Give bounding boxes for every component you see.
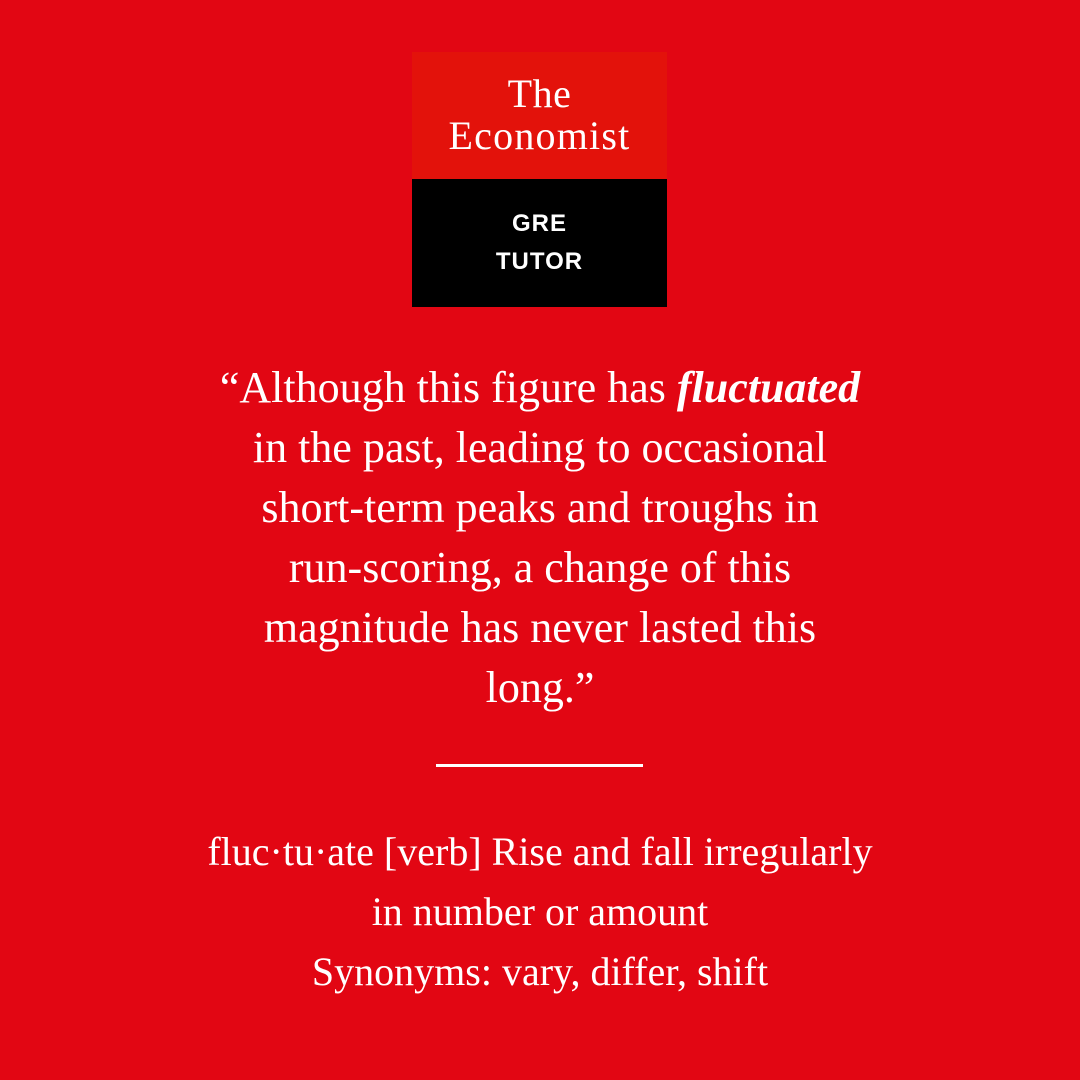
quote-line-2: in the past, leading to occasional bbox=[252, 423, 828, 472]
divider bbox=[436, 764, 643, 767]
definition-text: fluc·tu·ate [verb] Rise and fall irregul… bbox=[90, 822, 990, 1002]
logo-subtitle-block: GRE TUTOR bbox=[412, 179, 667, 307]
quote-line-4: run-scoring, a change of this bbox=[288, 543, 792, 592]
synonyms-line: Synonyms: vary, differ, shift bbox=[311, 949, 769, 994]
definition-line-1: fluc·tu·ate [verb] Rise and fall irregul… bbox=[207, 829, 873, 874]
quote-line-1: “Although this figure has fluctuated bbox=[90, 358, 990, 418]
logo-name-line-1: The bbox=[507, 71, 572, 116]
logo-subtitle-line-2: TUTOR bbox=[495, 248, 584, 275]
logo-masthead: The Economist bbox=[412, 52, 667, 179]
quote-text: “Although this figure has fluctuated in … bbox=[90, 358, 990, 718]
logo-name-line-2: Economist bbox=[448, 113, 631, 158]
quote-line-6: long.” bbox=[485, 663, 595, 712]
quote-line-1-text: “Although this figure has bbox=[219, 363, 677, 412]
definition-line-2: in number or amount bbox=[371, 889, 709, 934]
quote-line-5: magnitude has never lasted this bbox=[263, 603, 817, 652]
quote-line-3: short-term peaks and troughs in bbox=[261, 483, 819, 532]
economist-gre-tutor-logo: The Economist GRE TUTOR bbox=[412, 52, 667, 307]
highlighted-word: fluctuated bbox=[676, 363, 861, 412]
logo-subtitle-line-1: GRE bbox=[511, 210, 567, 237]
